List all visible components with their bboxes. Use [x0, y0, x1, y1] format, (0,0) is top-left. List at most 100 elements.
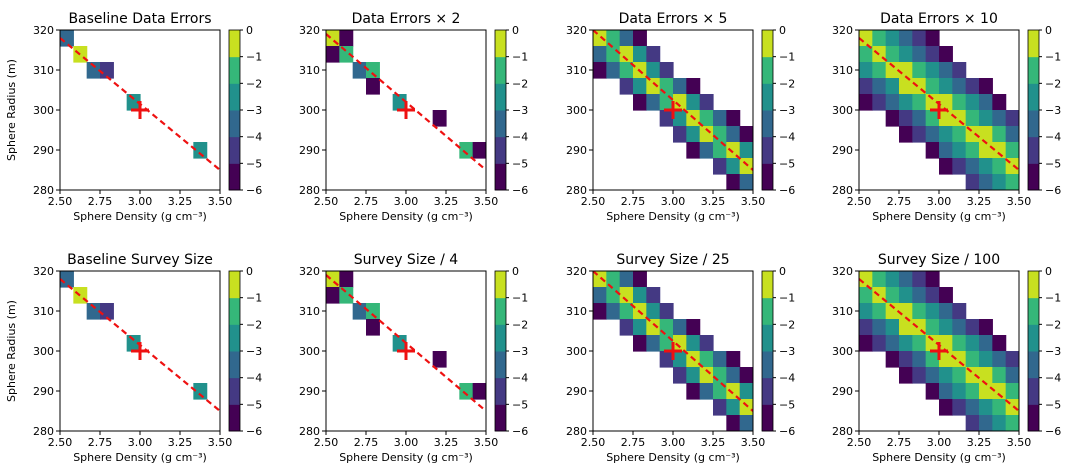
contour-cell: [899, 271, 913, 288]
y-tick-label: 290: [832, 385, 853, 398]
colorbar-tick-label: −5: [512, 157, 528, 170]
contour-cell: [925, 78, 940, 95]
colorbar-segment: [762, 297, 773, 325]
panel-title: Data Errors × 5: [619, 11, 728, 27]
colorbar-tick-label: −4: [779, 131, 795, 144]
contour-cell: [619, 30, 634, 47]
colorbar-tick-label: −5: [512, 398, 528, 411]
y-tick-label: 310: [832, 305, 853, 318]
contour-cell: [646, 94, 661, 111]
contour-cell: [459, 142, 474, 159]
x-tick-label: 3.25: [168, 436, 193, 449]
contour-cell: [859, 78, 873, 95]
contour-cell: [885, 335, 900, 352]
contour-cell: [366, 303, 380, 320]
contour-cell: [633, 271, 647, 288]
colorbar-segment: [495, 377, 506, 405]
contour-cell: [992, 110, 1007, 127]
y-tick-label: 280: [566, 425, 587, 438]
y-tick-label: 280: [566, 184, 587, 197]
contour-cell: [459, 383, 474, 400]
x-axis-label: Sphere Density (g cm⁻³): [339, 210, 473, 223]
contour-cell: [646, 287, 661, 304]
colorbar-segment: [762, 83, 773, 111]
x-tick-label: 2.50: [48, 195, 73, 208]
contour-cell: [726, 174, 741, 190]
contour-cell: [979, 319, 993, 336]
y-tick-label: 280: [33, 184, 54, 197]
y-tick-label: 310: [33, 305, 54, 318]
contour-cell: [872, 271, 887, 288]
colorbar-tick-label: −3: [779, 345, 795, 358]
contour-cell: [912, 46, 927, 63]
contour-cell: [872, 62, 887, 79]
contour-cell: [965, 78, 980, 95]
panel: Data Errors × 10 2.50 2.75 3.00 3.25 3.50 280 2…: [832, 11, 1061, 223]
contour-cell: [885, 78, 900, 95]
contour-cell: [899, 367, 913, 384]
y-tick-label: 300: [832, 345, 853, 358]
contour-cell: [1005, 367, 1019, 384]
y-tick-label: 290: [566, 144, 587, 157]
y-axis-label: Sphere Radius (m): [5, 300, 18, 402]
contour-cell: [326, 46, 340, 63]
contour-cell: [726, 367, 741, 384]
contour-cell: [925, 110, 940, 127]
contour-cell: [965, 174, 980, 190]
y-tick-label: 300: [299, 345, 320, 358]
contour-cell: [859, 30, 873, 47]
contour-cell: [606, 271, 621, 288]
colorbar-tick-label: −1: [1045, 292, 1061, 305]
colorbar-segment: [1028, 56, 1039, 84]
colorbar-tick-label: −1: [779, 51, 795, 64]
contour-cell: [193, 383, 208, 400]
contour-cell: [899, 30, 913, 47]
panel: Survey Size / 25 2.50 2.75 3.00 3.25 3.50 280 2…: [566, 252, 795, 464]
contour-cell: [912, 94, 927, 111]
colorbar-tick-label: −6: [779, 425, 795, 438]
colorbar-segment: [229, 351, 240, 379]
contour-cell: [925, 271, 940, 288]
contour-cell: [619, 78, 634, 95]
colorbar-segment: [762, 30, 773, 58]
colorbar-segment: [495, 163, 506, 191]
contour-cell: [872, 78, 887, 95]
contour-cell: [686, 367, 701, 384]
contour-cell: [939, 351, 953, 368]
contour-cell: [619, 287, 634, 304]
panel-title: Baseline Survey Size: [67, 252, 213, 268]
contour-cell: [912, 110, 927, 127]
contour-cell: [952, 158, 967, 175]
contour-cell: [872, 319, 887, 336]
contour-cell: [899, 335, 913, 352]
colorbar-tick-label: −2: [1045, 77, 1061, 90]
contour-cell: [939, 94, 953, 111]
contour-cell: [686, 142, 701, 159]
colorbar-segment: [762, 163, 773, 191]
y-tick-label: 310: [832, 64, 853, 77]
colorbar-segment: [229, 110, 240, 138]
colorbar-segment: [1028, 136, 1039, 164]
contour-cell: [633, 335, 647, 352]
colorbar-segment: [762, 110, 773, 138]
y-tick-label: 290: [832, 144, 853, 157]
contour-cell: [633, 319, 647, 336]
contour-cell: [100, 62, 114, 79]
contour-cell: [859, 46, 873, 63]
y-tick-label: 310: [299, 64, 320, 77]
colorbar-tick-label: −2: [779, 318, 795, 331]
colorbar-segment: [1028, 404, 1039, 432]
contour-cell: [952, 142, 967, 159]
contour-cell: [885, 287, 900, 304]
contour-cell: [939, 303, 953, 320]
y-tick-label: 300: [299, 104, 320, 117]
y-tick-label: 280: [299, 425, 320, 438]
x-tick-label: 3.50: [208, 436, 233, 449]
contour-cell: [699, 383, 714, 400]
x-tick-label: 3.25: [168, 195, 193, 208]
contour-cell: [965, 110, 980, 127]
contour-cell: [126, 335, 141, 352]
contour-cell: [899, 319, 913, 336]
y-tick-label: 310: [566, 64, 587, 77]
truth-marker: [664, 101, 682, 119]
